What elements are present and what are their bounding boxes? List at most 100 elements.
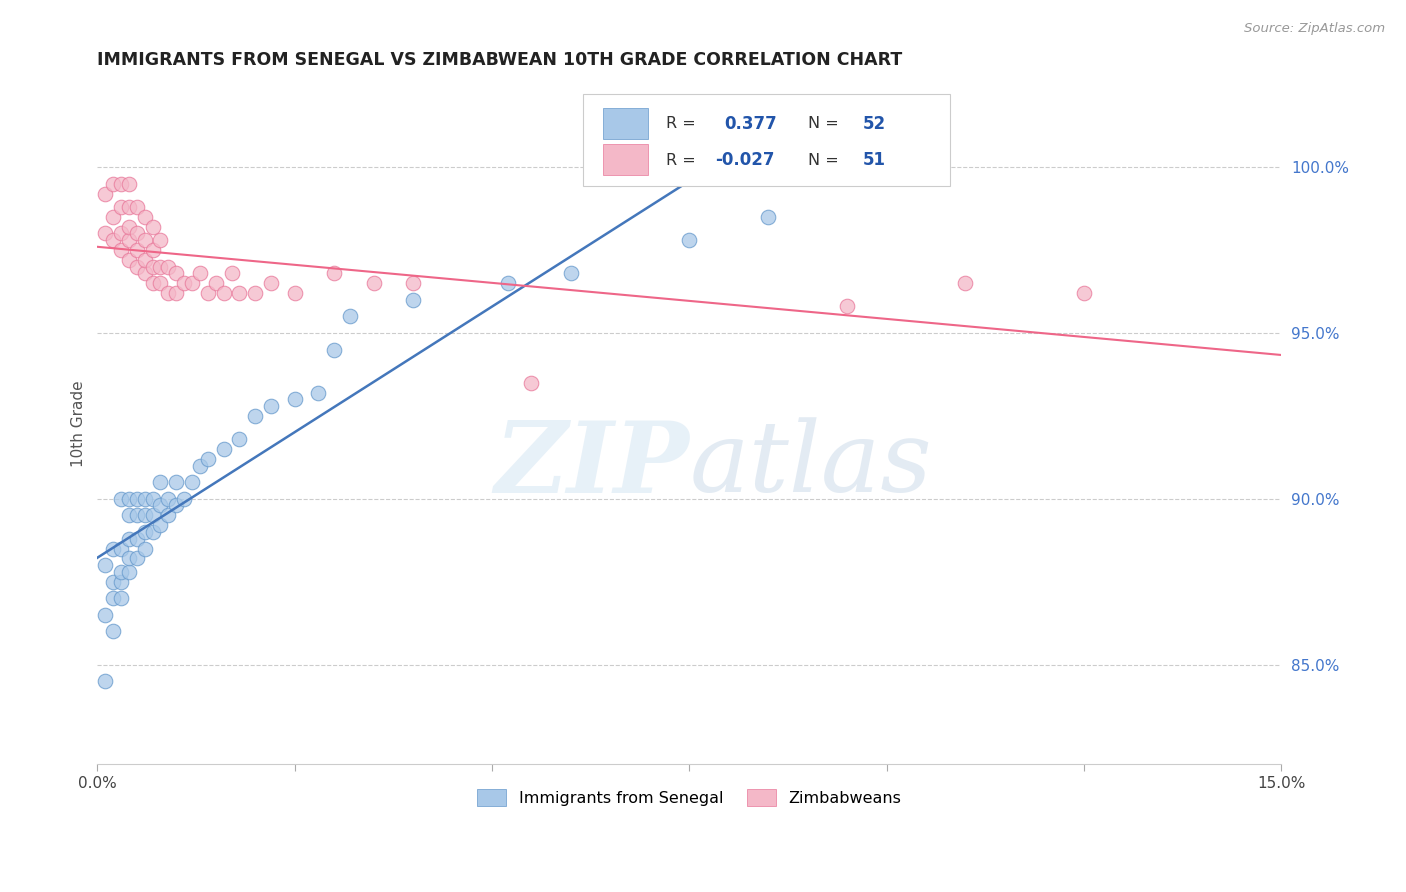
Point xyxy=(142,524,165,539)
Point xyxy=(157,508,180,523)
Point xyxy=(134,266,156,280)
Point xyxy=(118,219,141,234)
Point xyxy=(149,475,172,490)
Point xyxy=(212,442,235,456)
Point xyxy=(212,286,235,301)
Point xyxy=(157,286,180,301)
Point xyxy=(149,276,172,290)
Point xyxy=(955,276,977,290)
Point xyxy=(110,565,132,579)
Point xyxy=(142,276,165,290)
Point xyxy=(204,276,226,290)
Point xyxy=(125,551,148,566)
Point xyxy=(402,293,425,307)
Point xyxy=(157,260,180,274)
FancyBboxPatch shape xyxy=(582,95,949,186)
Text: 52: 52 xyxy=(863,114,886,133)
Point xyxy=(260,399,283,413)
Point xyxy=(118,233,141,247)
Point xyxy=(323,266,346,280)
Point xyxy=(125,491,148,506)
Point xyxy=(165,286,187,301)
Point xyxy=(221,266,243,280)
Point xyxy=(142,219,165,234)
Point xyxy=(101,541,124,556)
Point xyxy=(134,524,156,539)
Point xyxy=(110,491,132,506)
Text: 51: 51 xyxy=(863,152,886,169)
Point xyxy=(101,591,124,606)
Point xyxy=(110,541,132,556)
Text: atlas: atlas xyxy=(689,417,932,513)
Text: ZIP: ZIP xyxy=(495,417,689,513)
Point xyxy=(110,177,132,191)
Text: R =: R = xyxy=(665,153,696,168)
Point xyxy=(110,227,132,241)
Text: IMMIGRANTS FROM SENEGAL VS ZIMBABWEAN 10TH GRADE CORRELATION CHART: IMMIGRANTS FROM SENEGAL VS ZIMBABWEAN 10… xyxy=(97,51,903,69)
Point xyxy=(228,432,250,446)
Point xyxy=(149,260,172,274)
Point xyxy=(110,574,132,589)
Point xyxy=(181,276,204,290)
Point xyxy=(94,607,117,622)
Point xyxy=(118,177,141,191)
Point xyxy=(94,186,117,201)
Point xyxy=(94,227,117,241)
Point xyxy=(101,624,124,639)
Point xyxy=(363,276,385,290)
Text: R =: R = xyxy=(665,116,696,131)
Point xyxy=(243,409,266,423)
Point xyxy=(402,276,425,290)
Point xyxy=(284,392,307,407)
Point xyxy=(118,252,141,267)
Point xyxy=(94,674,117,689)
Text: N =: N = xyxy=(807,153,838,168)
Point xyxy=(142,260,165,274)
Point xyxy=(134,210,156,224)
Point xyxy=(560,266,582,280)
FancyBboxPatch shape xyxy=(603,144,648,175)
Point xyxy=(197,286,219,301)
Point xyxy=(101,210,124,224)
Point xyxy=(110,243,132,257)
Text: Source: ZipAtlas.com: Source: ZipAtlas.com xyxy=(1244,22,1385,36)
Point xyxy=(101,177,124,191)
Legend: Immigrants from Senegal, Zimbabweans: Immigrants from Senegal, Zimbabweans xyxy=(470,781,910,814)
Point xyxy=(339,310,361,324)
Point xyxy=(118,200,141,214)
FancyBboxPatch shape xyxy=(603,108,648,138)
Point xyxy=(228,286,250,301)
Point xyxy=(284,286,307,301)
Point xyxy=(142,508,165,523)
Point xyxy=(125,227,148,241)
Point xyxy=(323,343,346,357)
Point xyxy=(149,233,172,247)
Point xyxy=(307,385,329,400)
Point xyxy=(118,532,141,546)
Point xyxy=(142,491,165,506)
Point xyxy=(118,491,141,506)
Point xyxy=(149,518,172,533)
Point xyxy=(149,499,172,513)
Point xyxy=(118,551,141,566)
Point xyxy=(173,491,195,506)
Point xyxy=(125,243,148,257)
Point xyxy=(118,508,141,523)
Point xyxy=(134,508,156,523)
Point xyxy=(165,499,187,513)
Text: 0.377: 0.377 xyxy=(724,114,778,133)
Point xyxy=(125,200,148,214)
Point xyxy=(181,475,204,490)
Point xyxy=(94,558,117,573)
Point xyxy=(125,508,148,523)
Point xyxy=(157,491,180,506)
Point xyxy=(520,376,543,390)
Y-axis label: 10th Grade: 10th Grade xyxy=(72,381,86,467)
Point xyxy=(260,276,283,290)
Text: N =: N = xyxy=(807,116,838,131)
Point xyxy=(756,210,779,224)
Point xyxy=(118,565,141,579)
Point xyxy=(110,200,132,214)
Point xyxy=(173,276,195,290)
Point xyxy=(1073,286,1095,301)
